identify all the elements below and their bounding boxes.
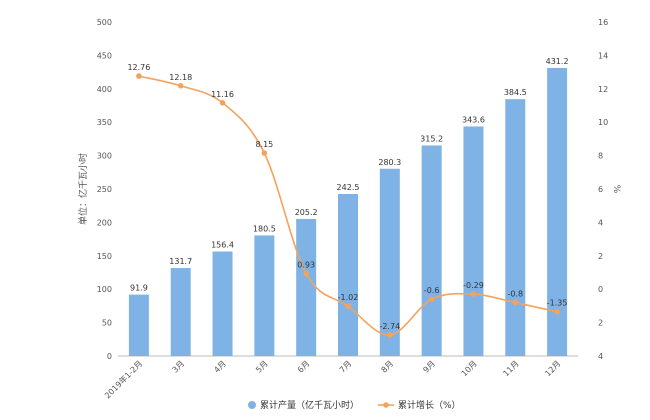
y2-tick-label: 6 [598,185,603,194]
y2-tick-label: 10 [598,118,608,127]
growth-point [261,150,268,156]
bar-value-label: 384.5 [504,88,527,97]
growth-point [428,296,435,303]
y2-axis-title: % [611,185,621,194]
y2-tick-label: 0 [598,285,603,294]
bar-value-label: 131.7 [169,257,192,266]
bar-production [296,218,317,356]
growth-value-label: -0.6 [424,286,440,295]
bar-value-label: 431.2 [546,57,569,66]
legend: 累计产量（亿千瓦小时） 累计增长（%） [248,399,461,411]
legend-line-marker [383,402,389,408]
growth-point [387,332,393,338]
bar-value-label: 180.5 [253,224,276,233]
bar-value-label: 343.6 [462,115,485,124]
data-labels: 91.9 131.7 156.4 180.5 205.2 242.5 280.3 315.2 3… [127,57,568,331]
bar-production [338,194,358,356]
bar-production [505,99,526,357]
y-tick-label: 100 [97,285,112,294]
x-tick-label: 8月 [380,359,396,375]
bar-production [128,294,149,356]
growth-point [345,303,351,310]
bar-production [463,126,484,357]
bars [128,67,568,357]
growth-value-label: 8.15 [255,140,273,149]
growth-value-label: -0.8 [507,290,523,299]
y-tick-label: 350 [97,118,112,127]
y2-tick-label: 2 [598,319,603,328]
growth-point [512,299,519,306]
y-tick-label: 300 [97,152,112,161]
bar-production [212,251,233,356]
bar-value-label: 315.2 [420,134,443,143]
y2-tick-label: 14 [598,51,608,60]
bar-value-label: 205.2 [295,208,318,217]
y-tick-label: 400 [97,85,112,94]
bar-value-label: 156.4 [211,241,234,250]
x-tick-label: 7月 [338,359,354,375]
bar-value-label: 280.3 [378,158,401,167]
growth-line-path [138,75,558,336]
bar-value-label: 242.5 [337,183,360,192]
legend-line-label: 累计增长（%） [398,399,461,411]
bar-production [170,268,191,356]
legend-bar-label: 累计产量（亿千瓦小时） [260,399,359,411]
y2-tick-label: 12 [598,85,608,94]
growth-point [177,82,184,89]
bar-production [254,235,275,356]
bar-production [421,145,442,356]
y2-tick-label: 4 [598,218,603,227]
x-tick-label: 6月 [296,359,312,375]
bar-value-label: 91.9 [130,284,148,293]
y2-tick-label: 2 [598,252,603,261]
y2-tick-label: 16 [598,18,608,27]
bar-production [547,67,568,356]
y-tick-label: 450 [97,51,112,60]
growth-point [303,270,309,277]
x-tick-label: 5月 [254,359,270,375]
y-axis-title: 单位：亿千瓦小时 [77,153,89,225]
y-tick-label: 150 [97,252,112,261]
growth-point [470,291,477,297]
bar-production [379,168,400,356]
x-tick-label: 9月 [421,359,437,375]
y-tick-label: 200 [97,218,112,227]
x-tick-label: 3月 [171,359,187,375]
y2-tick-label: 4 [598,352,603,361]
y-tick-label: 250 [97,185,112,194]
growth-value-label: -1.02 [338,293,359,302]
growth-value-label: 12.76 [127,63,150,72]
growth-point [554,308,560,315]
growth-point [219,100,226,106]
x-tick-label: 4月 [212,359,228,375]
x-tick-label: 10月 [460,359,479,378]
y-tick-label: 50 [102,319,112,328]
growth-value-label: -0.29 [463,281,484,290]
growth-value-label: 0.93 [297,261,315,270]
y-tick-label: 500 [97,18,112,27]
x-tick-label: 12月 [543,359,562,378]
growth-line [136,73,560,338]
growth-value-label: -2.74 [379,322,400,331]
x-tick-label: 2019年1-2月 [102,358,144,400]
growth-value-label: -1.35 [547,299,568,308]
y2-tick-label: 8 [598,152,603,161]
growth-value-label: 11.16 [211,90,234,99]
growth-point [136,73,142,79]
growth-value-label: 12.18 [169,73,192,82]
y-tick-label: 0 [107,352,112,361]
legend-bar-marker [248,401,256,409]
x-tick-label: 11月 [501,359,520,378]
